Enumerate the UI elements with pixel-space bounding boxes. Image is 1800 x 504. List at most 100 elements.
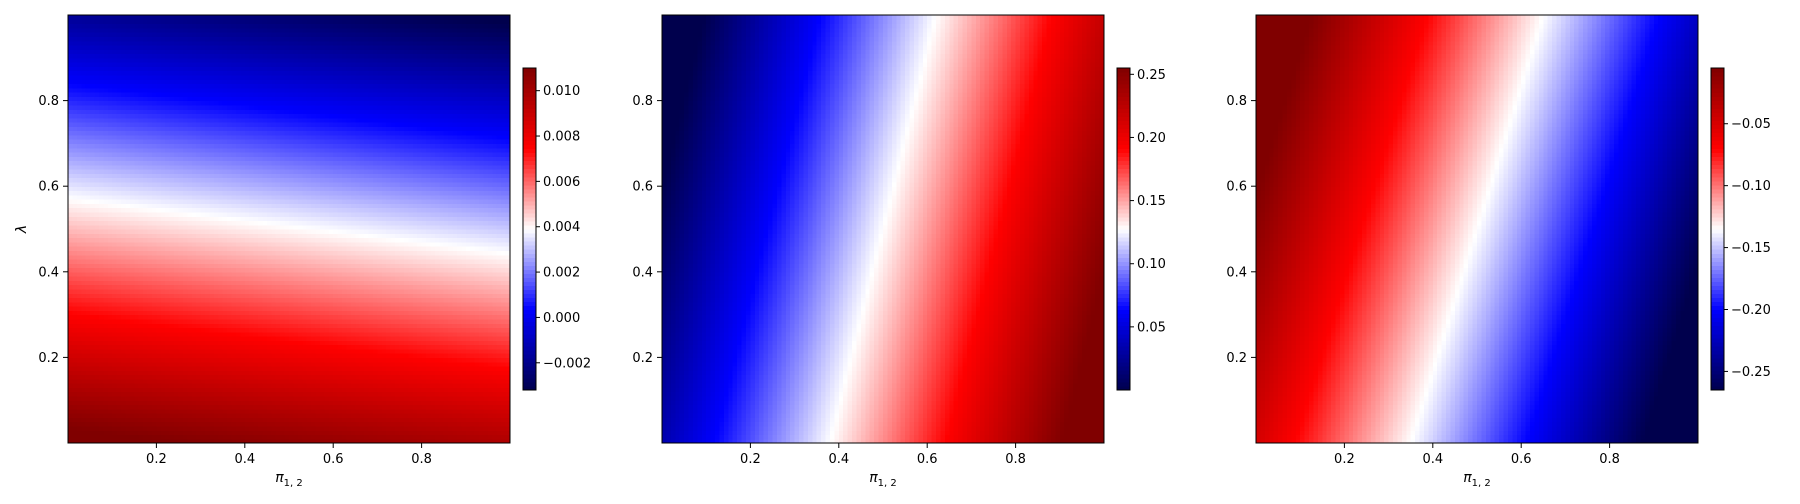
- heatmap-cell: [196, 62, 201, 67]
- heatmap-cell: [196, 276, 201, 281]
- heatmap-cell: [179, 92, 184, 97]
- heatmap-cell: [258, 178, 263, 183]
- heatmap-cell: [161, 169, 166, 174]
- heatmap-cell: [205, 15, 210, 20]
- heatmap-cell: [165, 413, 170, 418]
- heatmap-cell: [179, 255, 184, 260]
- heatmap-cell: [148, 49, 153, 54]
- heatmap-cell: [262, 229, 267, 234]
- heatmap-cell: [130, 379, 135, 384]
- heatmap-cell: [90, 62, 95, 67]
- heatmap-cell: [280, 199, 285, 204]
- heatmap-cell: [95, 83, 100, 88]
- heatmap-cell: [218, 135, 223, 140]
- heatmap-cell: [192, 434, 197, 439]
- heatmap-cell: [152, 143, 157, 148]
- heatmap-cell: [99, 28, 104, 33]
- heatmap-cell: [68, 323, 73, 328]
- heatmap-cell: [240, 233, 245, 238]
- heatmap-cell: [183, 148, 188, 153]
- heatmap-cell: [214, 152, 219, 157]
- heatmap-cell: [249, 353, 254, 358]
- heatmap-cell: [68, 113, 73, 118]
- heatmap-cell: [152, 263, 157, 268]
- heatmap-cell: [152, 362, 157, 367]
- heatmap-cell: [214, 49, 219, 54]
- heatmap-cell: [95, 96, 100, 101]
- heatmap-cell: [205, 83, 210, 88]
- heatmap-cell: [121, 345, 126, 350]
- heatmap-cell: [112, 139, 117, 144]
- heatmap-cell: [165, 396, 170, 401]
- heatmap-cell: [262, 92, 267, 97]
- heatmap-cell: [125, 75, 130, 80]
- heatmap-cell: [245, 387, 250, 392]
- heatmap-cell: [77, 45, 82, 50]
- heatmap-cell: [192, 319, 197, 324]
- heatmap-cell: [72, 225, 77, 230]
- heatmap-cell: [103, 289, 108, 294]
- heatmap-cell: [258, 96, 263, 101]
- heatmap-cell: [95, 280, 100, 285]
- heatmap-cell: [148, 148, 153, 153]
- heatmap-cell: [112, 280, 117, 285]
- heatmap-cell: [192, 370, 197, 375]
- heatmap-cell: [218, 302, 223, 307]
- heatmap-cell: [232, 96, 237, 101]
- heatmap-cell: [121, 379, 126, 384]
- heatmap-cell: [170, 417, 175, 422]
- heatmap-cell: [68, 242, 73, 247]
- heatmap-cell: [152, 268, 157, 273]
- heatmap-cell: [108, 242, 113, 247]
- heatmap-cell: [214, 161, 219, 166]
- heatmap-cell: [90, 293, 95, 298]
- heatmap-cell: [214, 255, 219, 260]
- heatmap-cell: [209, 417, 214, 422]
- heatmap-cell: [170, 58, 175, 63]
- heatmap-cell: [271, 83, 276, 88]
- heatmap-cell: [240, 101, 245, 106]
- heatmap-cell: [236, 229, 241, 234]
- heatmap-cell: [161, 353, 166, 358]
- heatmap-cell: [271, 238, 276, 243]
- heatmap-cell: [201, 250, 206, 255]
- heatmap-cell: [77, 276, 82, 281]
- heatmap-cell: [95, 263, 100, 268]
- heatmap-cell: [81, 92, 86, 97]
- heatmap-cell: [258, 220, 263, 225]
- heatmap-cell: [130, 315, 135, 320]
- heatmap-cell: [271, 113, 276, 118]
- heatmap-cell: [254, 396, 259, 401]
- heatmap-cell: [90, 353, 95, 358]
- heatmap-cell: [187, 238, 192, 243]
- heatmap-cell: [95, 105, 100, 110]
- heatmap-cell: [68, 220, 73, 225]
- heatmap-cell: [205, 212, 210, 217]
- heatmap-cell: [143, 289, 148, 294]
- heatmap-cell: [285, 208, 290, 213]
- heatmap-cell: [161, 41, 166, 46]
- heatmap-cell: [77, 15, 82, 20]
- heatmap-cell: [232, 434, 237, 439]
- heatmap-cell: [280, 101, 285, 106]
- heatmap-cell: [161, 156, 166, 161]
- heatmap-cell: [90, 41, 95, 46]
- heatmap-cell: [143, 375, 148, 380]
- heatmap-cell: [262, 139, 267, 144]
- heatmap-cell: [134, 135, 139, 140]
- heatmap-cell: [81, 268, 86, 273]
- heatmap-cell: [125, 195, 130, 200]
- heatmap-cell: [223, 392, 228, 397]
- heatmap-cell: [187, 109, 192, 114]
- heatmap-cell: [276, 430, 281, 435]
- heatmap-cell: [214, 203, 219, 208]
- heatmap-cell: [271, 148, 276, 153]
- heatmap-cell: [139, 306, 144, 311]
- heatmap-cell: [148, 349, 153, 354]
- heatmap-cell: [103, 332, 108, 337]
- heatmap-cell: [130, 259, 135, 264]
- heatmap-cell: [262, 362, 267, 367]
- heatmap-cell: [209, 208, 214, 213]
- heatmap-cell: [249, 417, 254, 422]
- heatmap-cell: [81, 272, 86, 277]
